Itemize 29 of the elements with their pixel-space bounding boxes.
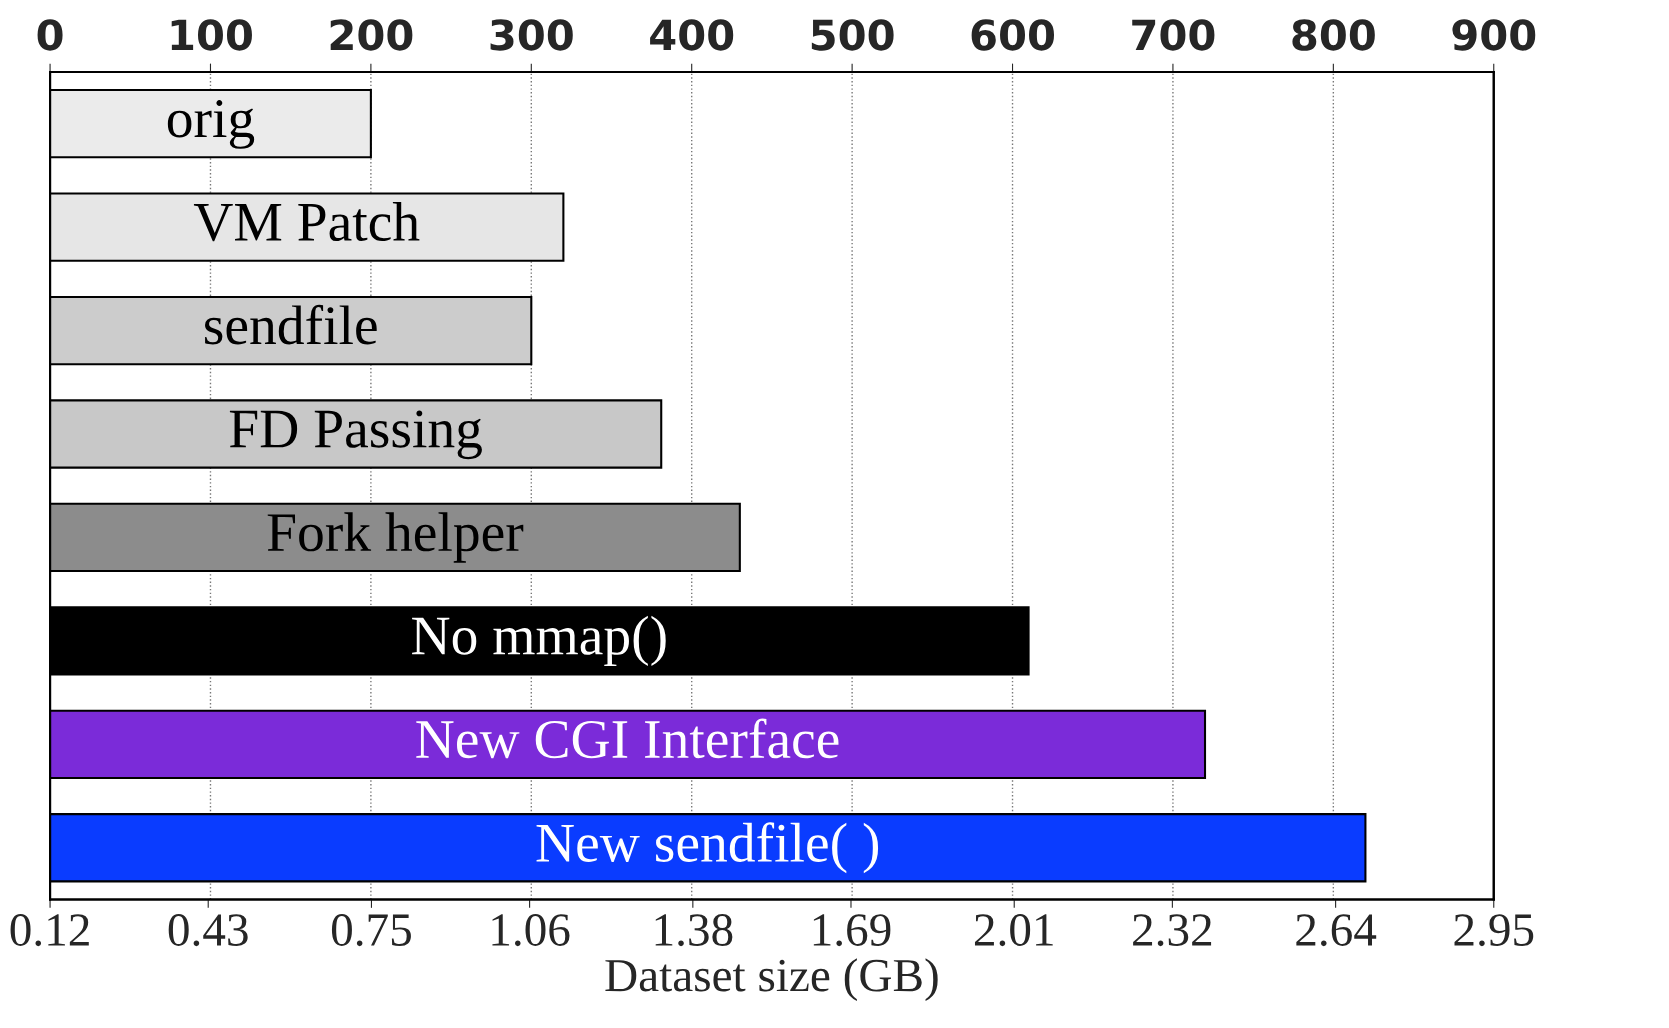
x2-tick-label: 400 <box>650 19 734 51</box>
x-tick-label: 1.38 <box>655 914 733 947</box>
y-tick-label: VM Patch <box>193 201 420 242</box>
y-tick-label: New CGI Interface <box>416 718 839 759</box>
y-tick-label: No mmap() <box>412 615 666 667</box>
x-axis-title: Dataset size (GB) <box>605 958 938 1002</box>
y-tick-label: New sendfile( ) <box>536 822 879 874</box>
x2-tick-label: 200 <box>330 19 413 51</box>
x-tick-label: 2.64 <box>1296 914 1377 947</box>
x-tick-label: 2.01 <box>974 914 1053 947</box>
x-tick-label: 0.75 <box>331 914 411 947</box>
x2-tick-label: 0 <box>37 19 63 51</box>
x-tick-label: 0.12 <box>10 914 89 947</box>
y-tick-label: FD Passing <box>229 410 482 460</box>
x-tick-label: 1.69 <box>813 914 891 947</box>
x-tick-label: 1.06 <box>492 914 570 947</box>
x2-tick-label: 600 <box>971 19 1055 51</box>
x2-tick-label: 500 <box>811 19 894 51</box>
x2-tick-label: 700 <box>1132 19 1215 51</box>
y-tick-label: sendfile <box>205 304 377 345</box>
y-tick-label: orig <box>167 100 255 149</box>
x2-tick-label: 800 <box>1292 19 1375 51</box>
x2-tick-label: 100 <box>171 19 252 51</box>
x-tick-label: 2.32 <box>1133 914 1212 947</box>
y-tick-label: Fork helper <box>267 512 524 563</box>
x2-tick-label: 300 <box>490 19 573 51</box>
x-tick-label: 2.95 <box>1454 914 1534 947</box>
x2-tick-label: 900 <box>1452 19 1536 51</box>
x-tick-label: 0.43 <box>168 914 248 947</box>
